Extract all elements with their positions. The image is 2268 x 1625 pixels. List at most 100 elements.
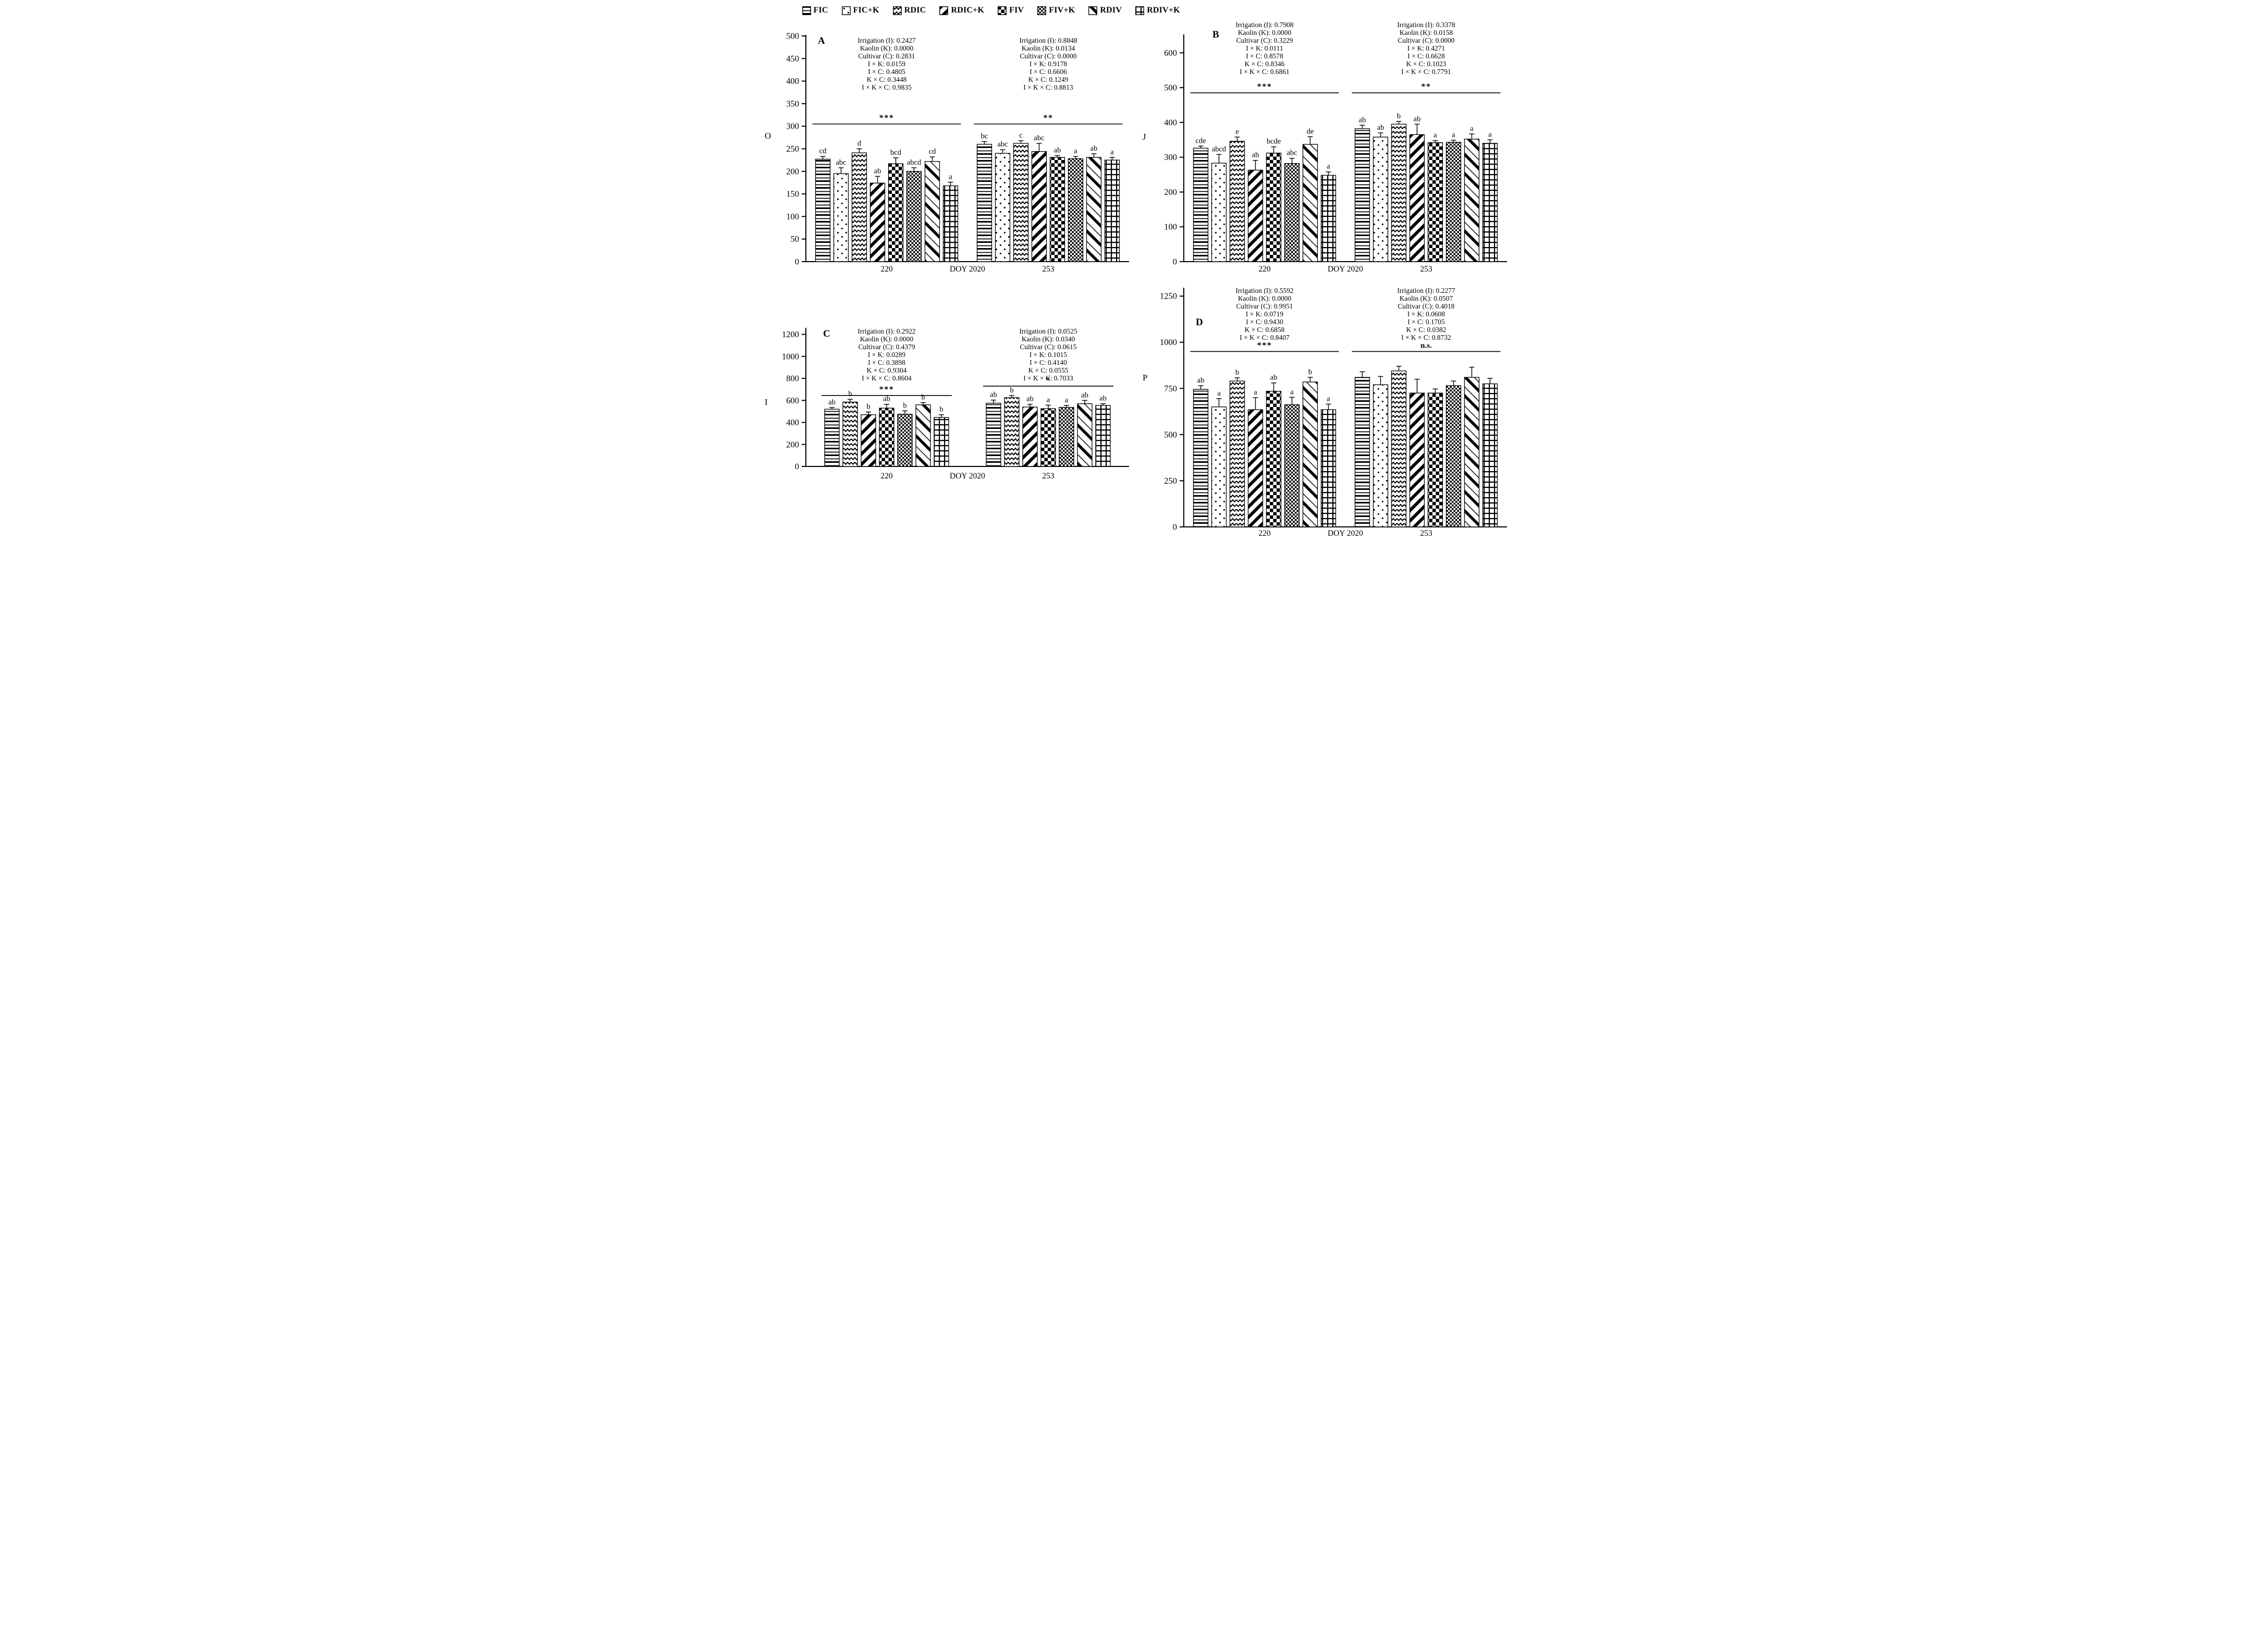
legend-item-rdic-k: RDIC+K	[939, 6, 984, 15]
stats-line: Kaolin (K): 0.0134	[1021, 44, 1075, 52]
grid-pattern-swatch-icon	[1135, 6, 1145, 15]
stats-line: Irrigation (I): 0.2427	[857, 36, 915, 44]
significance-letter: b	[848, 390, 852, 398]
y-axis-label: I	[765, 397, 768, 407]
bar-rdiv	[1464, 139, 1479, 262]
panel-d-chart: 0 250 500 750 1000 1250 P D Irrigation (I): 0.55…	[1143, 287, 1507, 538]
x-group-label: 253	[1042, 472, 1055, 481]
figure-four-panel-bar-charts: FIC FIC+K RDIC RDIC+K FIV FIV+K RDIV RDIV+K 0 50…	[756, 0, 1512, 542]
x-group-label: 220	[880, 265, 893, 274]
legend-label: RDIC	[904, 6, 926, 15]
diagdown-pattern-swatch-icon	[939, 6, 949, 15]
legend-label: FIC+K	[853, 6, 879, 15]
bar-fiv-k	[1445, 385, 1461, 527]
bar-fic-k	[1372, 137, 1388, 262]
significance-letter: ab	[1081, 391, 1088, 399]
stats-line: I × K: 0.0159	[867, 60, 905, 68]
y-tick-label: 500	[1164, 429, 1177, 439]
stats-line: I × C: 0.8578	[1246, 52, 1283, 60]
significance-letter: ab	[1053, 146, 1061, 154]
stats-line: Cultivar (C): 0.2831	[858, 52, 915, 60]
significance-letter: abcd	[906, 158, 921, 167]
stats-line: K × C: 0.1249	[1028, 76, 1068, 83]
y-tick-label: 250	[786, 144, 799, 154]
y-tick-label: 1200	[782, 329, 799, 339]
significance-letter: a	[1452, 131, 1455, 139]
bar-fiv	[878, 408, 894, 467]
significance-letter: a	[1327, 163, 1330, 171]
y-tick-label: 800	[786, 374, 799, 384]
significance-letter: a	[1254, 388, 1257, 397]
stats-line: Irrigation (I): 0.7908	[1235, 21, 1293, 29]
x-group-label: 220	[880, 472, 893, 481]
y-tick-label: 0	[794, 257, 799, 267]
bar-fic-k	[1372, 384, 1388, 527]
significance-label: ***	[879, 114, 894, 122]
bar-rdiv	[1302, 381, 1318, 527]
significance-letter: abc	[836, 158, 846, 167]
stats-line: I × K: 0.0111	[1246, 44, 1283, 52]
significance-letter: b	[1396, 112, 1400, 120]
bar-fic	[1193, 389, 1208, 527]
significance-letter: ab	[828, 398, 836, 407]
stats-line: I × K × C: 0.9835	[862, 83, 912, 91]
bar-rdic	[1013, 143, 1028, 262]
bar-rdic-k	[1031, 151, 1047, 262]
stats-line: Irrigation (I): 0.8848	[1019, 36, 1077, 44]
bar-rdic-k	[1247, 169, 1263, 262]
y-tick-label: 200	[1164, 187, 1177, 197]
significance-label: **	[1043, 114, 1053, 122]
y-tick-label: 50	[790, 234, 799, 244]
y-tick-label: 150	[786, 189, 799, 199]
finecheck-pattern-swatch-icon	[1037, 6, 1047, 15]
significance-letter: b	[903, 401, 906, 410]
significance-letter: de	[1306, 127, 1314, 136]
stats-line: K × C: 0.8346	[1244, 60, 1284, 68]
significance-letter: ab	[1090, 144, 1097, 153]
stats-line: Kaolin (K): 0.0000	[1237, 294, 1291, 302]
bar-rdiv	[1086, 157, 1101, 262]
y-axis-label: P	[1143, 373, 1147, 383]
panel-letter: D	[1196, 317, 1203, 328]
x-group-label: 253	[1042, 265, 1055, 274]
bar-rdiv-k	[933, 417, 949, 467]
y-tick-label: 500	[786, 31, 799, 41]
stats-line: Irrigation (I): 0.2922	[857, 327, 915, 335]
stats-line: I × K × C: 0.8407	[1240, 334, 1290, 341]
stats-line: Kaolin (K): 0.0000	[860, 44, 913, 52]
stats-line: I × C: 0.9430	[1246, 318, 1283, 326]
stats-line: K × C: 0.9304	[866, 366, 906, 374]
legend-item-rdiv: RDIV	[1088, 6, 1122, 15]
y-tick-label: 750	[1164, 384, 1177, 393]
stats-line: I × C: 0.4140	[1029, 359, 1067, 366]
bar-fiv-k	[1058, 407, 1074, 467]
bigcheck-pattern-swatch-icon	[998, 6, 1007, 15]
panel-b-chart: 0 100 200 300 400 500 600 J B Irrigation (I): 0.7…	[1143, 21, 1507, 274]
y-tick-label: 400	[786, 417, 799, 427]
stats-line: I × C: 0.6606	[1029, 68, 1067, 76]
y-tick-label: 300	[786, 121, 799, 131]
legend-label: RDIV+K	[1147, 6, 1180, 15]
stats-line: Irrigation (I): 0.2277	[1397, 287, 1455, 294]
legend-item-fic-k: FIC+K	[841, 6, 879, 15]
stats-line: Kaolin (K): 0.0000	[1237, 29, 1291, 36]
bar-fiv	[1049, 157, 1065, 262]
bar-fiv-k	[897, 414, 913, 467]
bar-rdiv-k	[942, 185, 958, 262]
stats-line: K × C: 0.0382	[1406, 326, 1446, 334]
y-tick-label: 600	[1164, 48, 1177, 58]
panel-letter: C	[823, 328, 830, 339]
legend: FIC FIC+K RDIC RDIC+K FIV FIV+K RDIV RDIV+K	[756, 0, 1512, 18]
x-group-label: 220	[1258, 529, 1271, 538]
stats-line: I × K: 0.0608	[1407, 310, 1445, 318]
x-axis-title: DOY 2020	[1328, 265, 1363, 274]
chevron-pattern-swatch-icon	[892, 6, 902, 15]
stats-line: I × C: 0.3898	[868, 359, 905, 366]
bar-rdic	[1391, 370, 1406, 527]
significance-letter: abc	[1034, 134, 1044, 142]
significance-letter: b	[1235, 368, 1239, 377]
legend-item-fiv-k: FIV+K	[1037, 6, 1075, 15]
significance-letter: bc	[980, 132, 988, 141]
stats-line: K × C: 0.1023	[1406, 60, 1446, 68]
stats-line: K × C: 0.6858	[1244, 326, 1284, 334]
